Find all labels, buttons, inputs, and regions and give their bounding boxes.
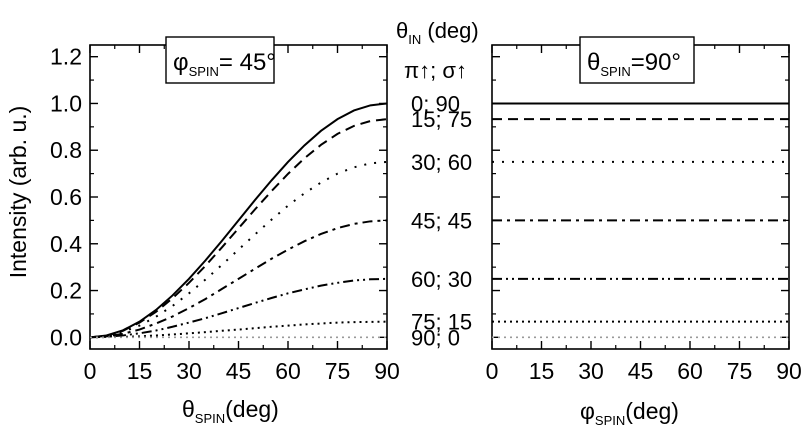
middle-label-solid: 0; 90 bbox=[411, 91, 460, 116]
right-annotation-box bbox=[579, 36, 695, 84]
middle-label-dash-dot-dot: 60; 30 bbox=[411, 267, 472, 292]
left-series-group bbox=[89, 102, 388, 339]
middle-header-title: θIN (deg) bbox=[396, 18, 479, 47]
right-annotation: θSPIN=90° bbox=[587, 49, 681, 79]
left-y-axis-title: Intensity (arb. u.) bbox=[5, 106, 31, 279]
left-y-tick-label: 0.4 bbox=[50, 231, 82, 257]
left-x-tick-label: 75 bbox=[325, 358, 351, 384]
right-x-tick-labels: 0 15 30 45 60 75 90 bbox=[486, 358, 802, 384]
left-plot-frame bbox=[89, 44, 388, 350]
left-series-line-solid bbox=[89, 102, 388, 339]
left-y-tick-label: 0.0 bbox=[50, 324, 82, 350]
left-x-tick-label: 45 bbox=[226, 358, 252, 384]
right-axis-ticks bbox=[491, 45, 790, 349]
left-series-line-dot-wide bbox=[89, 160, 388, 339]
right-chart-panel: 0 15 30 45 60 75 90 θSPIN=90° φSPIN(deg) bbox=[486, 36, 802, 428]
left-series-line-dash-dot bbox=[89, 219, 388, 339]
left-y-tick-label: 0.8 bbox=[50, 137, 82, 163]
left-x-tick-label: 15 bbox=[127, 358, 153, 384]
middle-header-polarization: π↑; σ↑ bbox=[404, 58, 467, 83]
middle-label-dash: 15; 75 bbox=[411, 107, 472, 132]
right-x-tick-label: 0 bbox=[486, 358, 499, 384]
left-annotation-box bbox=[165, 36, 275, 84]
left-y-tick-label: 0.2 bbox=[50, 278, 82, 304]
right-x-tick-label: 75 bbox=[727, 358, 753, 384]
right-x-axis-title: φSPIN(deg) bbox=[580, 398, 679, 428]
right-x-tick-label: 45 bbox=[628, 358, 654, 384]
middle-label-dot-wide: 30; 60 bbox=[411, 150, 472, 175]
left-y-tick-labels: 0.0 0.2 0.4 0.6 0.8 1.0 1.2 bbox=[50, 44, 82, 351]
middle-label-faint-dot: 90; 0 bbox=[411, 325, 460, 350]
left-x-tick-label: 0 bbox=[84, 358, 97, 384]
left-series-line-dash bbox=[89, 118, 388, 339]
right-x-tick-label: 90 bbox=[776, 358, 802, 384]
left-y-tick-label: 1.0 bbox=[50, 90, 82, 116]
left-x-tick-label: 60 bbox=[275, 358, 301, 384]
middle-label-dash-dot: 45; 45 bbox=[411, 208, 472, 233]
middle-label-short-dot: 75; 15 bbox=[411, 310, 472, 335]
left-x-tick-labels: 0 15 30 45 60 75 90 bbox=[84, 358, 400, 384]
left-series-line-dash-dot-dot bbox=[89, 277, 388, 339]
left-series-line-short-dot bbox=[89, 320, 388, 339]
left-y-tick-label: 1.2 bbox=[50, 44, 82, 70]
left-x-tick-label: 30 bbox=[176, 358, 202, 384]
left-x-axis-title: θSPIN(deg) bbox=[182, 396, 279, 426]
left-axis-ticks bbox=[89, 45, 388, 349]
right-x-tick-label: 15 bbox=[529, 358, 555, 384]
right-x-tick-label: 60 bbox=[677, 358, 703, 384]
right-plot-frame bbox=[491, 44, 790, 350]
left-y-tick-label: 0.6 bbox=[50, 184, 82, 210]
left-chart-panel: 0 15 30 45 60 75 90 0.0 0.2 0.4 0.6 0.8 1.0 1.2 φSPI… bbox=[5, 36, 400, 426]
right-series-group bbox=[492, 102, 789, 339]
left-x-tick-label: 90 bbox=[374, 358, 400, 384]
left-annotation: φSPIN= 45° bbox=[173, 49, 276, 79]
right-x-tick-label: 30 bbox=[578, 358, 604, 384]
